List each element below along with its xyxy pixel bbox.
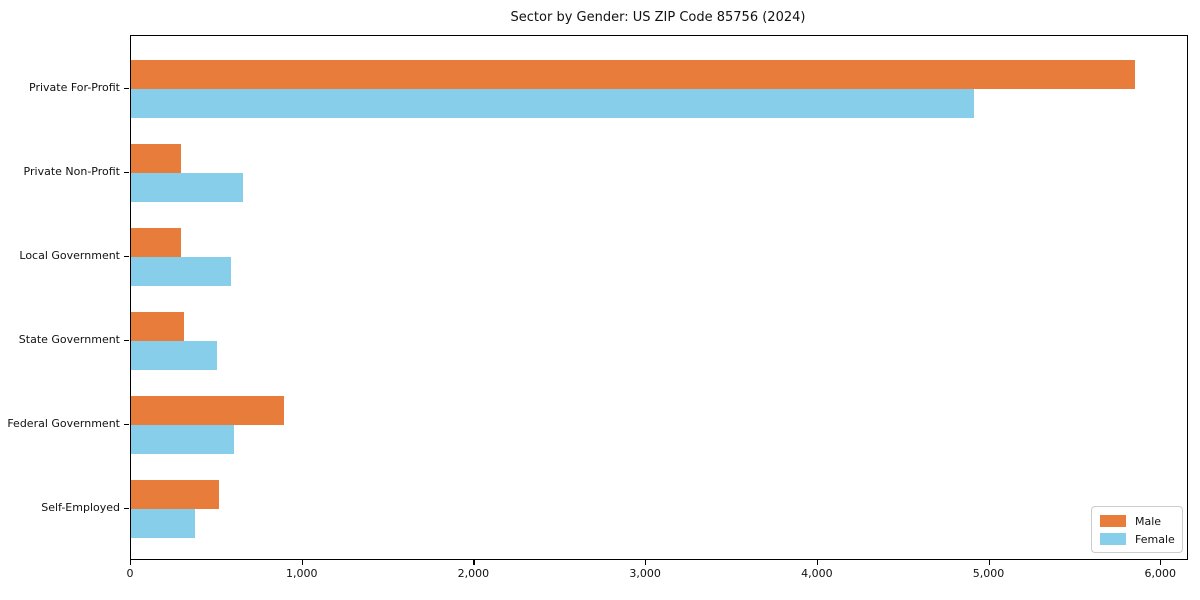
y-axis-category-label: Federal Government: [7, 417, 120, 430]
bar-male: [131, 228, 181, 257]
bar-female: [131, 173, 243, 202]
legend-label: Female: [1135, 532, 1175, 546]
y-tick-mark: [124, 508, 129, 510]
x-tick-mark: [816, 560, 819, 565]
x-tick-mark: [130, 560, 132, 565]
legend: Male Female: [1091, 506, 1183, 553]
legend-item-female: Female: [1100, 530, 1175, 548]
bar-male: [131, 312, 184, 341]
y-tick-mark: [124, 172, 129, 174]
x-axis-tick-label: 6,000: [1144, 567, 1176, 580]
y-axis-category-label: Private Non-Profit: [23, 165, 120, 178]
plot-area: Male Female: [130, 35, 1188, 560]
y-tick-mark: [124, 424, 129, 426]
legend-item-male: Male: [1100, 512, 1174, 530]
y-axis-category-label: Self-Employed: [41, 501, 120, 514]
bar-male: [131, 396, 284, 425]
y-axis-category-label: Private For-Profit: [29, 81, 120, 94]
x-tick-mark: [473, 560, 475, 565]
x-axis-tick-label: 0: [126, 567, 134, 580]
x-tick-mark: [645, 560, 647, 565]
x-tick-mark: [301, 560, 303, 565]
y-axis-category-label: State Government: [18, 333, 120, 346]
legend-swatch-male: [1100, 515, 1126, 527]
bar-male: [131, 480, 219, 509]
legend-label: Male: [1135, 514, 1162, 528]
x-tick-mark: [988, 560, 990, 565]
bar-male: [131, 60, 1135, 89]
y-tick-mark: [124, 256, 129, 258]
x-axis-tick-label: 5,000: [972, 567, 1005, 580]
bar-female: [131, 89, 974, 118]
bar-female: [131, 257, 231, 286]
chart-title: Sector by Gender: US ZIP Code 85756 (202…: [510, 10, 806, 25]
x-axis-tick-label: 1,000: [285, 567, 318, 580]
y-tick-mark: [124, 340, 129, 342]
x-tick-mark: [1160, 560, 1162, 565]
y-tick-mark: [124, 88, 129, 90]
bar-female: [131, 341, 217, 370]
x-axis-tick-label: 3,000: [629, 567, 661, 580]
x-axis-tick-label: 4,000: [801, 567, 833, 580]
bar-female: [131, 425, 234, 454]
legend-swatch-female: [1100, 533, 1126, 545]
bar-female: [131, 509, 195, 538]
x-axis-tick-label: 2,000: [457, 567, 490, 580]
bar-male: [131, 144, 181, 173]
y-axis-category-label: Local Government: [19, 249, 120, 262]
